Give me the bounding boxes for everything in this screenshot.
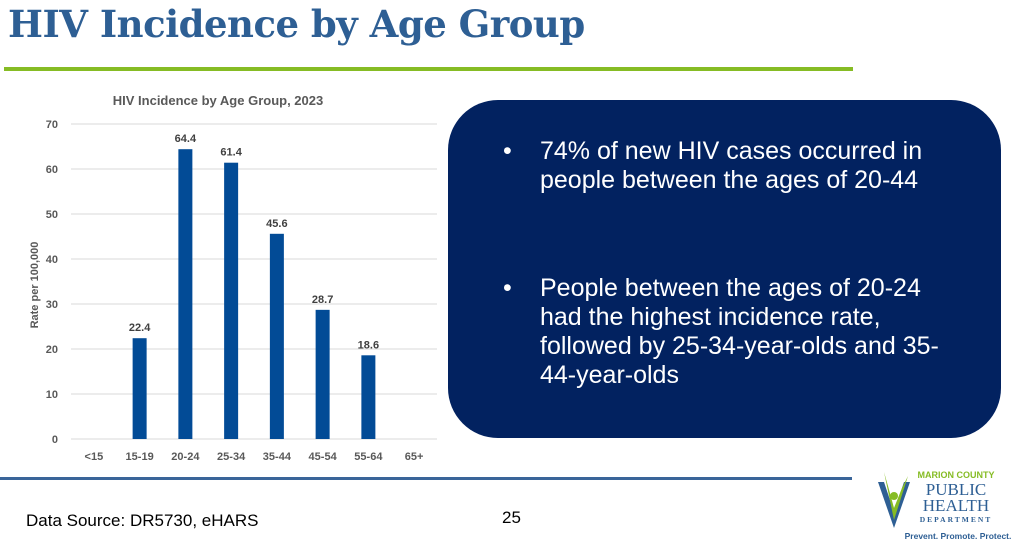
bullet-icon: •	[503, 137, 512, 165]
y-tick-label: 50	[46, 209, 58, 221]
data-label: 22.4	[129, 322, 151, 334]
x-tick-label: <15	[85, 451, 104, 463]
y-tick-label: 20	[46, 344, 58, 356]
x-tick-label: 20-24	[171, 451, 200, 463]
logo-figure-icon	[884, 472, 908, 520]
svg-text:HEALTH: HEALTH	[923, 496, 989, 515]
bar-chart: HIV Incidence by Age Group, 2023 Rate pe…	[29, 93, 437, 463]
y-tick-label: 30	[46, 299, 58, 311]
data-label: 18.6	[358, 339, 379, 351]
data-label: 64.4	[175, 133, 197, 145]
y-tick-label: 70	[46, 119, 58, 131]
bar	[132, 338, 147, 439]
svg-text:Prevent. Promote. Protect.: Prevent. Promote. Protect.	[905, 531, 1012, 541]
data-label: 45.6	[266, 218, 287, 230]
bullet-icon: •	[503, 274, 512, 302]
x-tick-label: 65+	[405, 451, 424, 463]
y-tick-label: 60	[46, 164, 58, 176]
slide-title: HIV Incidence by Age Group	[8, 2, 585, 46]
mcphd-logo: MARION COUNTY PUBLIC HEALTH DEPARTMENT P…	[878, 470, 1012, 541]
y-tick-label: 0	[52, 434, 58, 446]
y-tick-label: 40	[46, 254, 58, 266]
bar	[315, 309, 330, 439]
bullet-text: People between the ages of 20-24 had the…	[540, 274, 939, 389]
bar	[269, 233, 284, 439]
svg-text:PUBLIC: PUBLIC	[926, 480, 986, 499]
x-tick-label: 55-64	[354, 451, 383, 463]
x-tick-label: 25-34	[217, 451, 246, 463]
y-tick-label: 10	[46, 389, 58, 401]
chart-title: HIV Incidence by Age Group, 2023	[113, 93, 323, 108]
data-source: Data Source: DR5730, eHARS	[26, 511, 259, 530]
data-label: 61.4	[220, 147, 242, 159]
bullet-item: • People between the ages of 20-24 had t…	[503, 274, 943, 390]
key-findings-box: • 74% of new HIV cases occurred in peopl…	[448, 100, 1001, 438]
bullet-text: 74% of new HIV cases occurred in people …	[540, 137, 923, 194]
x-tick-label: 35-44	[263, 451, 292, 463]
bar	[224, 162, 239, 439]
footer-divider	[0, 477, 852, 480]
x-tick-label: 45-54	[309, 451, 338, 463]
y-axis-label: Rate per 100,000	[29, 242, 41, 329]
bullet-item: • 74% of new HIV cases occurred in peopl…	[503, 137, 943, 195]
bar	[178, 149, 193, 439]
x-tick-label: 15-19	[126, 451, 154, 463]
logo-shield-icon	[878, 482, 910, 528]
svg-text:MARION COUNTY: MARION COUNTY	[918, 470, 995, 480]
page-number: 25	[502, 508, 521, 527]
title-divider	[4, 67, 853, 71]
svg-text:DEPARTMENT: DEPARTMENT	[920, 515, 993, 524]
data-label: 28.7	[312, 294, 333, 306]
bar	[361, 355, 376, 439]
